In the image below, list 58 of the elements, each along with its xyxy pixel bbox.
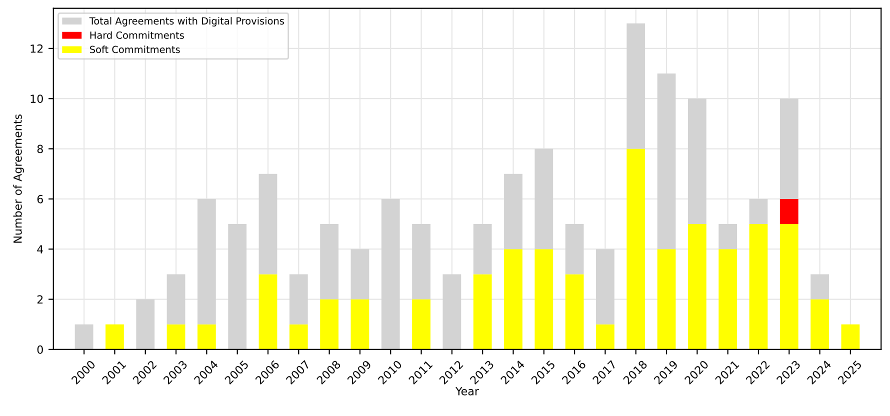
bar — [412, 224, 430, 300]
bar — [657, 74, 676, 250]
bar — [626, 23, 646, 149]
y-tick-label: 6 — [37, 194, 43, 204]
x-axis-title: Year — [455, 387, 480, 396]
bar — [473, 274, 492, 350]
bar — [596, 249, 614, 324]
bar — [749, 198, 768, 224]
bar — [350, 249, 370, 300]
bar — [780, 224, 798, 350]
bar — [504, 249, 522, 350]
y-tick-label: 2 — [37, 295, 43, 304]
bar — [258, 274, 278, 350]
bar — [810, 299, 829, 350]
bar — [504, 174, 522, 250]
bar — [136, 299, 155, 350]
y-tick-label: 4 — [37, 245, 44, 254]
bar — [473, 224, 492, 274]
bar — [657, 249, 676, 350]
bar — [688, 98, 706, 224]
legend-label: Total Agreements with Digital Provisions — [89, 17, 284, 26]
bar — [442, 274, 462, 350]
y-tick-label: 10 — [30, 94, 43, 103]
legend-label: Hard Commitments — [90, 31, 184, 39]
bar — [166, 324, 186, 350]
bar — [258, 174, 278, 274]
y-tick-label: 0 — [37, 345, 43, 354]
bar — [780, 98, 798, 199]
y-tick-label: 12 — [30, 44, 43, 53]
bar — [626, 148, 646, 350]
y-tick-label: 8 — [37, 144, 43, 154]
bar — [289, 274, 308, 324]
bar — [197, 198, 216, 324]
y-axis-title: Number of Agreements — [13, 114, 24, 243]
bar — [718, 249, 738, 350]
legend-label: Soft Commitments — [90, 46, 180, 54]
bar — [74, 324, 94, 350]
bar — [197, 324, 216, 350]
bar — [381, 198, 400, 350]
bar — [534, 148, 554, 250]
bar — [718, 224, 738, 250]
bar — [106, 324, 124, 350]
bar — [350, 299, 370, 350]
bar — [412, 299, 430, 350]
bar — [749, 224, 768, 350]
bar — [688, 224, 706, 350]
bar — [289, 324, 308, 350]
bar — [565, 224, 584, 274]
bar — [166, 274, 186, 324]
bar — [534, 249, 554, 350]
bar — [810, 274, 829, 300]
bar — [320, 299, 338, 350]
bar — [596, 324, 614, 350]
bar — [565, 274, 584, 350]
bar — [228, 224, 247, 350]
bar — [320, 224, 338, 300]
bar — [780, 198, 798, 224]
bar — [841, 324, 860, 350]
